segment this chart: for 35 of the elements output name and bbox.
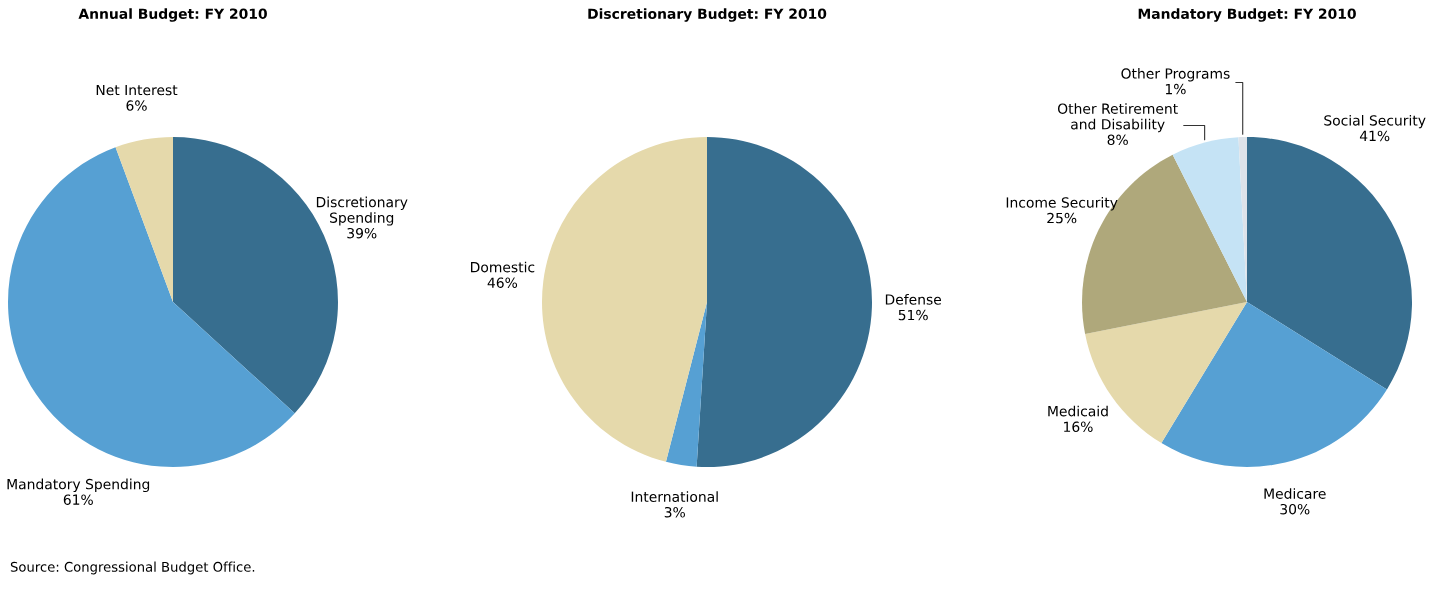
slice-label: Defense [885,293,942,305]
data-label: 16% [1064,421,1093,432]
slice-label: Mandatory Spending [7,478,150,493]
chart-title: Mandatory Budget: FY 2010 [1138,8,1356,22]
slice-label: Discretionary Spending [316,196,408,226]
chart-title: Annual Budget: FY 2010 [78,8,267,22]
data-label: 30% [1280,503,1310,515]
data-label: 25% [1047,212,1077,224]
slice-label: Medicaid [1048,405,1108,417]
slice-label: Other Retirement and Disability [1057,103,1178,133]
data-label: 39% [347,227,377,239]
pie-slice [1172,137,1247,302]
pie-slice [542,137,707,462]
data-label: 41% [1359,130,1390,142]
data-label: 1% [1165,83,1186,95]
slice-label: Net Interest [96,84,178,96]
pie-slice [8,147,295,467]
slice-label: International [631,491,718,502]
slice-label: Medicare [1264,488,1326,499]
pie-slice [115,137,173,302]
data-label: 8% [1107,134,1128,146]
slice-label: Domestic [471,261,535,273]
pie-slice [696,137,872,467]
pie-slice [1161,302,1387,467]
slice-label: Other Programs [1121,68,1230,82]
slice-label: Income Security [1006,196,1118,211]
data-label: 61% [63,494,93,505]
slice-label: Social Security [1324,114,1426,129]
chart-title: Discretionary Budget: FY 2010 [588,8,827,22]
data-label: 46% [487,277,518,288]
data-label: 51% [898,309,928,321]
pie-slice [665,302,707,467]
data-label: 3% [664,507,685,518]
data-label: 6% [126,100,147,111]
source-note: Source: Congressional Budget Office. [10,561,255,575]
